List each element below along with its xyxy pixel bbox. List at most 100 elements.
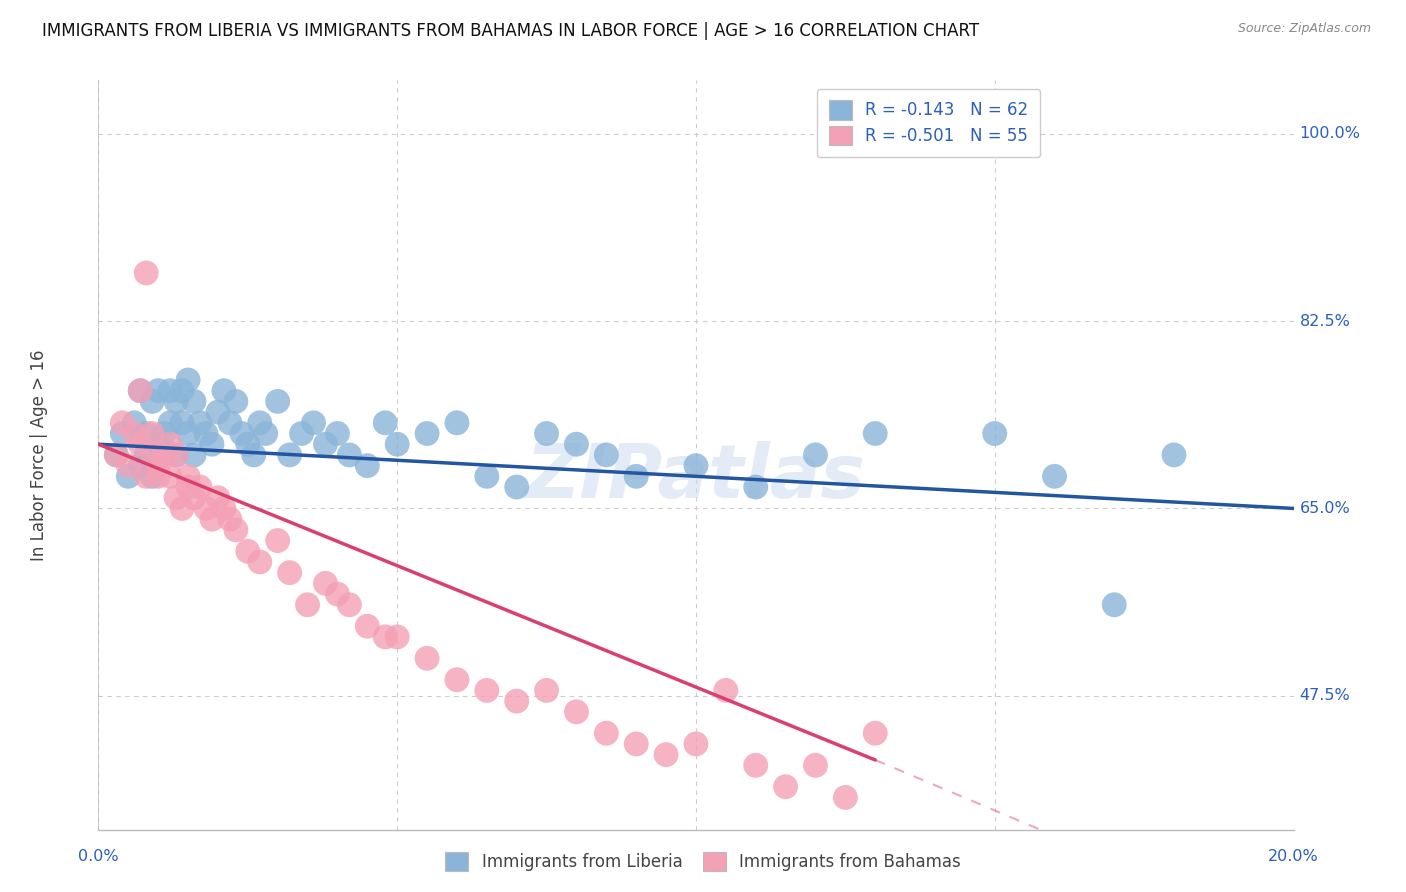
Point [506,480,529,494]
Point [201,437,224,451]
Point [775,780,797,794]
Point [135,266,157,280]
Point [626,737,648,751]
Point [685,458,707,473]
Text: 65.0%: 65.0% [1299,501,1350,516]
Point [865,426,887,441]
Point [177,426,200,441]
Point [356,619,378,633]
Point [148,469,170,483]
Point [685,737,707,751]
Point [141,448,163,462]
Point [536,683,558,698]
Legend: R = -0.143   N = 62, R = -0.501   N = 55: R = -0.143 N = 62, R = -0.501 N = 55 [817,88,1040,157]
Point [177,469,200,483]
Point [201,512,224,526]
Text: In Labor Force | Age > 16: In Labor Force | Age > 16 [30,349,48,561]
Text: 47.5%: 47.5% [1299,689,1350,703]
Point [124,426,146,441]
Text: 82.5%: 82.5% [1299,314,1350,328]
Point [183,394,205,409]
Point [236,544,259,558]
Point [326,426,349,441]
Point [135,426,157,441]
Point [626,469,648,483]
Point [188,416,211,430]
Text: 0.0%: 0.0% [79,849,118,863]
Point [446,673,468,687]
Point [984,426,1007,441]
Point [188,480,211,494]
Point [141,394,163,409]
Point [339,448,361,462]
Point [315,437,337,451]
Point [267,533,290,548]
Point [148,384,170,398]
Point [416,426,439,441]
Point [297,598,319,612]
Point [195,426,218,441]
Point [506,694,529,708]
Point [385,630,409,644]
Point [153,426,176,441]
Point [141,469,163,483]
Point [249,416,271,430]
Point [129,458,152,473]
Point [172,416,194,430]
Point [165,394,187,409]
Point [117,458,139,473]
Point [111,426,134,441]
Point [475,683,498,698]
Point [195,501,218,516]
Point [135,469,157,483]
Point [105,448,128,462]
Point [159,469,181,483]
Point [243,448,266,462]
Point [385,437,409,451]
Text: 20.0%: 20.0% [1268,849,1319,863]
Point [159,384,181,398]
Point [249,555,271,569]
Point [219,512,242,526]
Point [129,437,152,451]
Point [865,726,887,740]
Point [1104,598,1126,612]
Point [236,437,259,451]
Point [135,448,157,462]
Point [148,458,170,473]
Point [207,491,229,505]
Point [212,501,235,516]
Point [165,448,187,462]
Point [159,437,181,451]
Point [225,394,247,409]
Point [225,523,247,537]
Point [148,437,170,451]
Point [745,758,768,772]
Point [595,726,617,740]
Point [141,426,163,441]
Point [231,426,253,441]
Point [153,448,176,462]
Point [804,758,827,772]
Point [804,448,827,462]
Point [177,373,200,387]
Point [278,566,301,580]
Point [129,384,152,398]
Text: Source: ZipAtlas.com: Source: ZipAtlas.com [1237,22,1371,36]
Point [183,491,205,505]
Point [278,448,301,462]
Point [159,416,181,430]
Point [117,469,139,483]
Point [165,491,187,505]
Point [714,683,737,698]
Point [177,480,200,494]
Point [212,384,235,398]
Point [111,416,134,430]
Point [302,416,325,430]
Point [374,416,396,430]
Point [339,598,361,612]
Point [207,405,229,419]
Point [416,651,439,665]
Point [374,630,396,644]
Point [745,480,768,494]
